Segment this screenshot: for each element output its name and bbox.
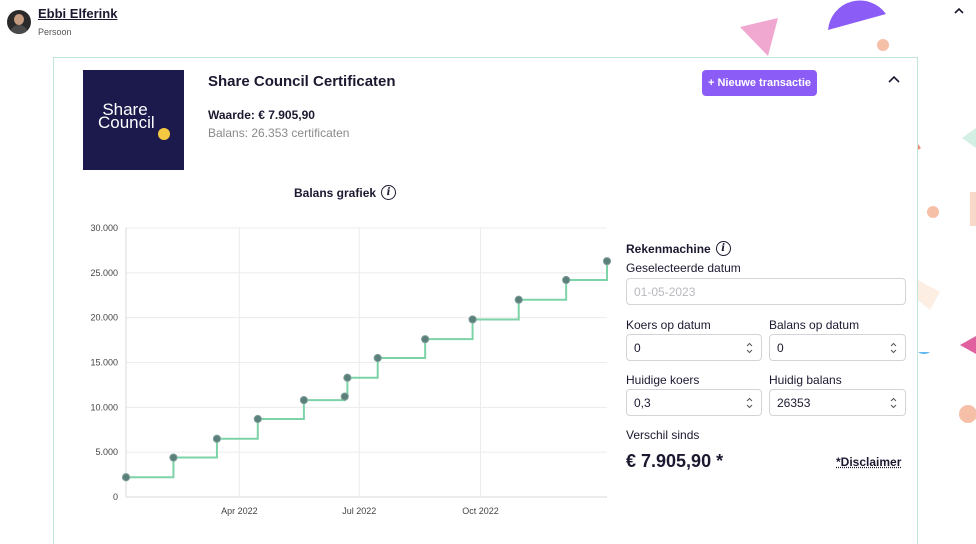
x-tick-label: Oct 2022	[462, 506, 499, 516]
koers-label: Koers op datum	[626, 318, 711, 332]
avatar	[7, 10, 31, 34]
data-point	[299, 396, 309, 405]
x-tick-label: Jul 2022	[342, 506, 376, 516]
y-tick-label: 25.000	[90, 268, 118, 278]
data-point	[343, 373, 352, 382]
koers-value: 0	[634, 340, 641, 355]
stepper-icon[interactable]	[746, 342, 753, 354]
calculator-info-icon[interactable]: i	[715, 241, 731, 256]
chevron-up-icon[interactable]	[952, 4, 966, 18]
stepper-icon[interactable]	[746, 397, 753, 409]
huidige-koers-label: Huidige koers	[626, 373, 700, 387]
chart-title-text: Balans grafiek	[294, 185, 377, 200]
data-point	[212, 434, 222, 443]
y-tick-label: 5.000	[95, 447, 118, 457]
person-header: Ebbi Elferink Persoon	[7, 7, 117, 37]
disclaimer-link[interactable]: *Disclaimer	[836, 455, 902, 469]
x-tick-label: Apr 2022	[221, 506, 258, 516]
asset-title: Share Council Certificaten	[208, 73, 396, 90]
y-tick-label: 30.000	[90, 223, 118, 233]
stepper-icon[interactable]	[890, 397, 897, 409]
selected-date-label: Geselecteerde datum	[626, 261, 741, 275]
data-point	[253, 414, 262, 424]
data-point	[468, 315, 477, 324]
balans-op-datum-label: Balans op datum	[769, 318, 860, 332]
calculator-title-text: Rekenmachine	[626, 241, 711, 256]
data-point	[514, 295, 523, 304]
data-point	[602, 257, 612, 266]
collapse-chevron-up-icon[interactable]	[886, 72, 902, 88]
selected-date-input[interactable]: 01-05-2023	[626, 278, 906, 305]
huidig-balans-input[interactable]: 26353	[769, 389, 906, 416]
stepper-icon[interactable]	[890, 342, 897, 354]
logo-dot	[158, 128, 170, 140]
share-council-logo: Share Council	[83, 70, 184, 170]
huidig-balans-value: 26353	[777, 395, 811, 410]
new-transaction-button[interactable]: + Nieuwe transactie	[702, 70, 817, 96]
data-point	[121, 473, 131, 482]
logo-text: Share Council	[98, 100, 155, 132]
data-point	[169, 453, 178, 462]
person-name-link[interactable]: Ebbi Elferink	[38, 6, 118, 21]
person-type: Persoon	[38, 27, 72, 37]
y-tick-label: 20.000	[90, 313, 118, 323]
data-point	[562, 275, 571, 285]
data-point	[421, 335, 430, 344]
balans-op-datum-input[interactable]: 0	[769, 334, 906, 361]
huidige-koers-value: 0,3	[634, 395, 651, 410]
balance-step-line	[126, 261, 608, 479]
info-icon[interactable]: i	[381, 185, 397, 200]
data-point	[373, 353, 382, 363]
asset-value: Waarde: € 7.905,90	[208, 108, 315, 122]
y-tick-label: 0	[113, 492, 118, 502]
person-text: Ebbi Elferink Persoon	[38, 6, 118, 38]
koers-input[interactable]: 0	[626, 334, 762, 361]
huidig-balans-label: Huidig balans	[769, 373, 842, 387]
y-tick-label: 10.000	[90, 402, 118, 412]
balance-chart: 0 5.000 10.000 15.000 20.000 25.000 30.000 Apr …	[90, 223, 612, 516]
y-tick-label: 15.000	[90, 358, 118, 368]
asset-card: Share Council Share Council Certificaten…	[53, 57, 918, 544]
verschil-value: € 7.905,90 *	[626, 451, 724, 471]
huidige-koers-input[interactable]: 0,3	[626, 389, 762, 416]
asset-balance: Balans: 26.353 certificaten	[208, 126, 350, 140]
verschil-label: Verschil sinds	[626, 428, 700, 442]
calculator-title: Rekenmachine i	[626, 241, 731, 256]
balans-op-datum-value: 0	[777, 340, 784, 355]
chart-title: Balans grafiek i	[294, 185, 397, 200]
data-point	[340, 392, 349, 401]
